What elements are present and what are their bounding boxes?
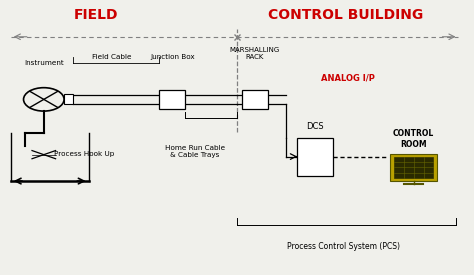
Bar: [64, 95, 73, 104]
Bar: [159, 90, 185, 109]
Text: Process Hook Up: Process Hook Up: [54, 151, 114, 157]
Text: ANALOG I/P: ANALOG I/P: [321, 73, 374, 82]
Text: DCS: DCS: [306, 122, 324, 131]
Text: Home Run Cable
& Cable Trays: Home Run Cable & Cable Trays: [164, 145, 225, 158]
Text: Field Cable: Field Cable: [92, 54, 132, 60]
Text: Junction Box: Junction Box: [150, 54, 194, 60]
Text: CONTROL BUILDING: CONTROL BUILDING: [268, 8, 423, 22]
Bar: [390, 154, 438, 181]
Text: Process Control System (PCS): Process Control System (PCS): [286, 242, 400, 251]
Text: FIELD: FIELD: [73, 8, 118, 22]
Bar: [394, 157, 434, 178]
Bar: [297, 138, 333, 176]
Text: CONTROL
ROOM: CONTROL ROOM: [393, 129, 434, 149]
Text: MARSHALLING
RACK: MARSHALLING RACK: [229, 47, 280, 60]
Bar: [242, 90, 268, 109]
Text: Instrument: Instrument: [24, 60, 64, 66]
